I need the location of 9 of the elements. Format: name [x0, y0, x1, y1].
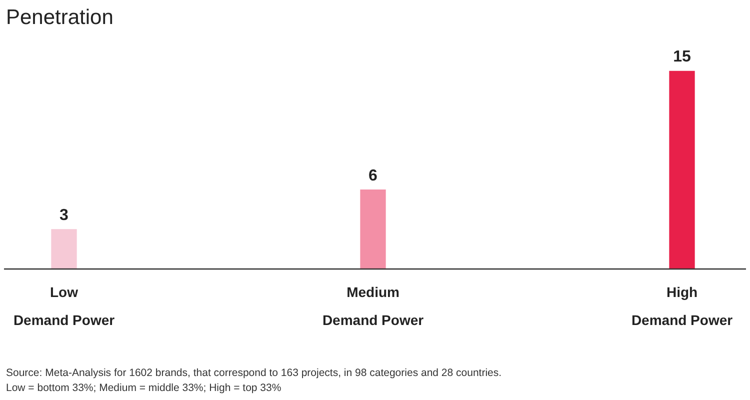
x-tick-label: Low Demand Power: [13, 284, 116, 328]
source-note: Source: Meta-Analysis for 1602 brands, that correspond to 163 projects, in 98 categories and 28 countries.: [6, 366, 502, 381]
data-label: 15: [673, 48, 691, 66]
text: Low = bottom 33%; Medium = middle 33%; High = top 33%: [6, 381, 282, 396]
data-label: 6: [368, 167, 378, 184]
data-label: 3: [60, 206, 69, 224]
x-tick-label: Medium Demand Power: [322, 284, 424, 328]
chart-title: Penetration: [6, 6, 114, 30]
x-tick-label: High Demand Power: [631, 284, 734, 328]
